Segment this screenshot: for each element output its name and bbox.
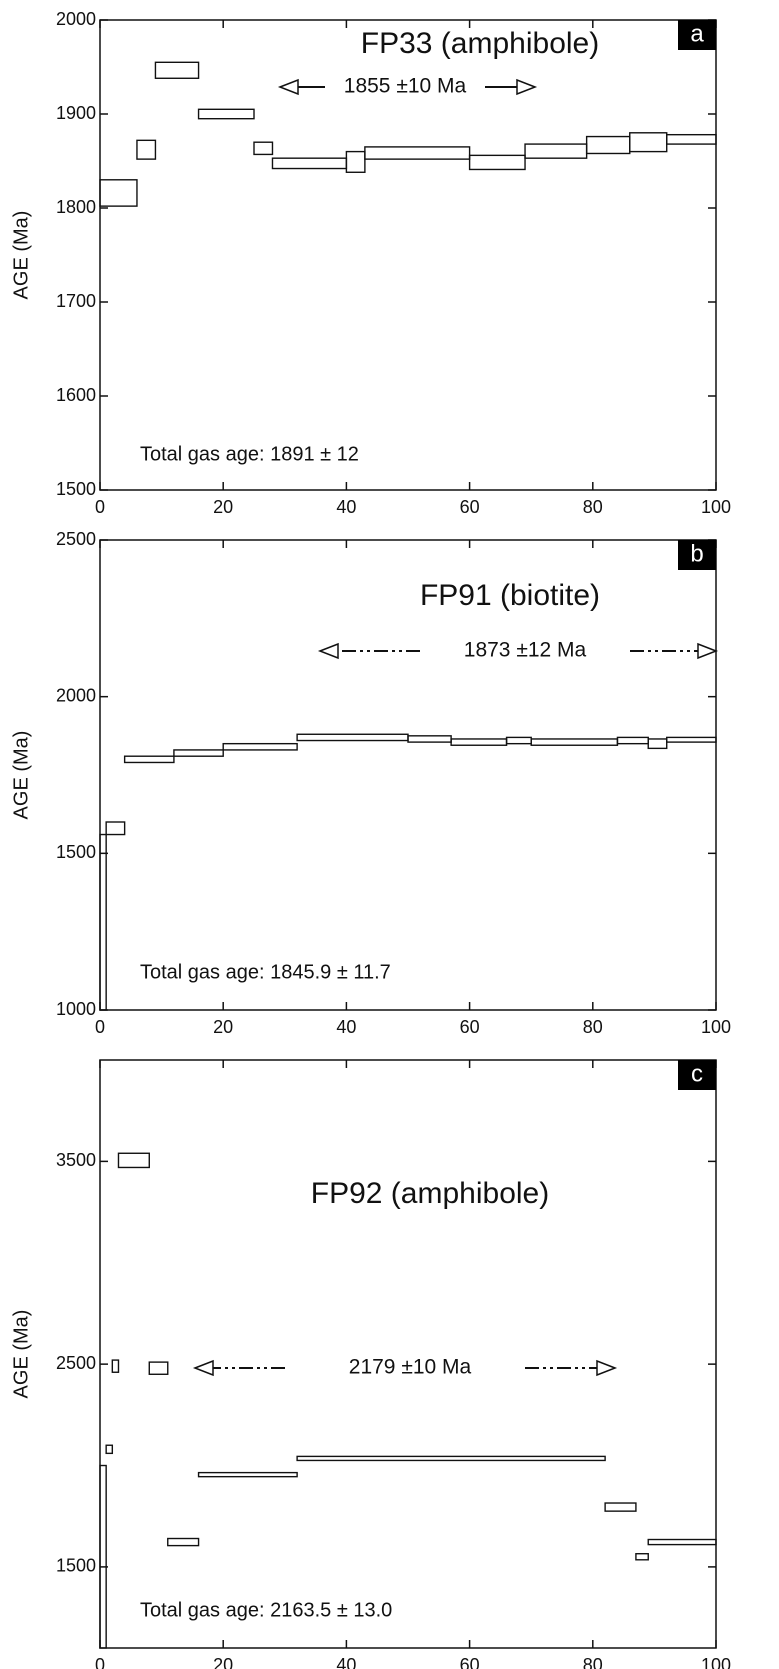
y-tick-label: 2500 (56, 529, 96, 549)
plateau-arrow-head (697, 642, 719, 660)
panel-label: b (690, 540, 703, 567)
age-step (123, 755, 175, 764)
x-tick-label: 60 (460, 1017, 480, 1037)
age-step (585, 135, 631, 155)
y-tick-label: 1500 (56, 479, 96, 499)
age-step (468, 154, 526, 171)
age-step (136, 139, 157, 160)
age-step (666, 736, 717, 743)
age-step (154, 61, 200, 79)
plateau-age: 1855 ±10 Ma (344, 75, 467, 98)
x-tick-label: 100 (701, 1655, 731, 1669)
age-step (296, 1455, 606, 1462)
panel-label: a (690, 20, 704, 47)
y-tick-label: 1000 (56, 999, 96, 1019)
panel-label: c (691, 1060, 703, 1087)
y-tick-label: 1900 (56, 103, 96, 123)
age-step (647, 1538, 717, 1546)
y-tick-label: 1500 (56, 1556, 96, 1576)
age-step (647, 738, 668, 750)
age-step (253, 141, 274, 156)
age-step (197, 1471, 298, 1478)
y-tick-label: 2000 (56, 685, 96, 705)
age-step (629, 132, 668, 153)
age-step (117, 1152, 150, 1169)
y-tick-label: 1600 (56, 385, 96, 405)
plateau-arrow-head (317, 642, 339, 660)
y-tick-label: 1800 (56, 197, 96, 217)
x-tick-label: 20 (213, 1017, 233, 1037)
age-step (99, 833, 107, 1011)
age-step (524, 143, 588, 159)
x-tick-label: 60 (460, 1655, 480, 1669)
y-tick-label: 2500 (56, 1353, 96, 1373)
x-tick-label: 20 (213, 1655, 233, 1669)
age-step (148, 1361, 169, 1375)
age-step (505, 736, 532, 745)
age-step (167, 1537, 200, 1547)
y-axis-label: AGE (Ma) (10, 1310, 32, 1399)
y-axis-label: AGE (Ma) (10, 211, 32, 300)
total-gas-age: Total gas age: 1845.9 ± 11.7 (140, 961, 391, 983)
x-tick-label: 0 (95, 1655, 105, 1669)
x-tick-label: 40 (336, 1017, 356, 1037)
plateau-age: 1873 ±12 Ma (464, 639, 587, 662)
x-tick-label: 80 (583, 1017, 603, 1037)
plateau-arrow-head (516, 78, 538, 96)
y-tick-label: 3500 (56, 1150, 96, 1170)
total-gas-age: Total gas age: 1891 ± 12 (140, 443, 359, 465)
panel-title: FP91 (biotite) (420, 579, 600, 612)
age-step (364, 146, 471, 160)
x-tick-label: 20 (213, 497, 233, 517)
x-tick-label: 0 (95, 497, 105, 517)
age-step (99, 1464, 107, 1649)
age-step (296, 733, 409, 742)
plot-frame (99, 539, 717, 1011)
y-tick-label: 2000 (56, 9, 96, 29)
age-step (604, 1502, 637, 1512)
age-step (530, 738, 619, 746)
x-tick-label: 40 (336, 497, 356, 517)
plateau-arrow-head (596, 1359, 618, 1377)
x-tick-label: 40 (336, 1655, 356, 1669)
plot-frame (99, 1059, 717, 1649)
age-step (345, 150, 366, 173)
plateau-arrow-head (277, 78, 299, 96)
x-tick-label: 80 (583, 497, 603, 517)
y-axis-label: AGE (Ma) (10, 731, 32, 820)
x-tick-label: 60 (460, 497, 480, 517)
age-step (105, 821, 126, 836)
age-step (616, 736, 649, 745)
y-tick-label: 1500 (56, 842, 96, 862)
age-step (407, 735, 452, 743)
age-step (635, 1553, 649, 1561)
x-tick-label: 0 (95, 1017, 105, 1037)
x-tick-label: 100 (701, 497, 731, 517)
age-step (666, 133, 717, 145)
age-step (450, 738, 508, 746)
x-tick-label: 80 (583, 1655, 603, 1669)
y-tick-label: 1700 (56, 291, 96, 311)
total-gas-age: Total gas age: 2163.5 ± 13.0 (140, 1599, 392, 1621)
age-step (222, 742, 298, 751)
age-step (105, 1444, 114, 1455)
age-step (271, 157, 348, 170)
x-tick-label: 100 (701, 1017, 731, 1037)
plot-frame (99, 19, 717, 491)
panel-label-box (678, 540, 716, 570)
plateau-age: 2179 ±10 Ma (349, 1356, 472, 1379)
plateau-arrow-head (192, 1359, 214, 1377)
age-step (111, 1359, 120, 1373)
panel-label-box (678, 20, 716, 50)
age-step (197, 108, 255, 120)
age-step (99, 179, 138, 207)
panel-title: FP92 (amphibole) (311, 1177, 549, 1210)
panel-title: FP33 (amphibole) (361, 27, 599, 60)
panel-label-box (678, 1060, 716, 1090)
age-step (173, 749, 224, 757)
